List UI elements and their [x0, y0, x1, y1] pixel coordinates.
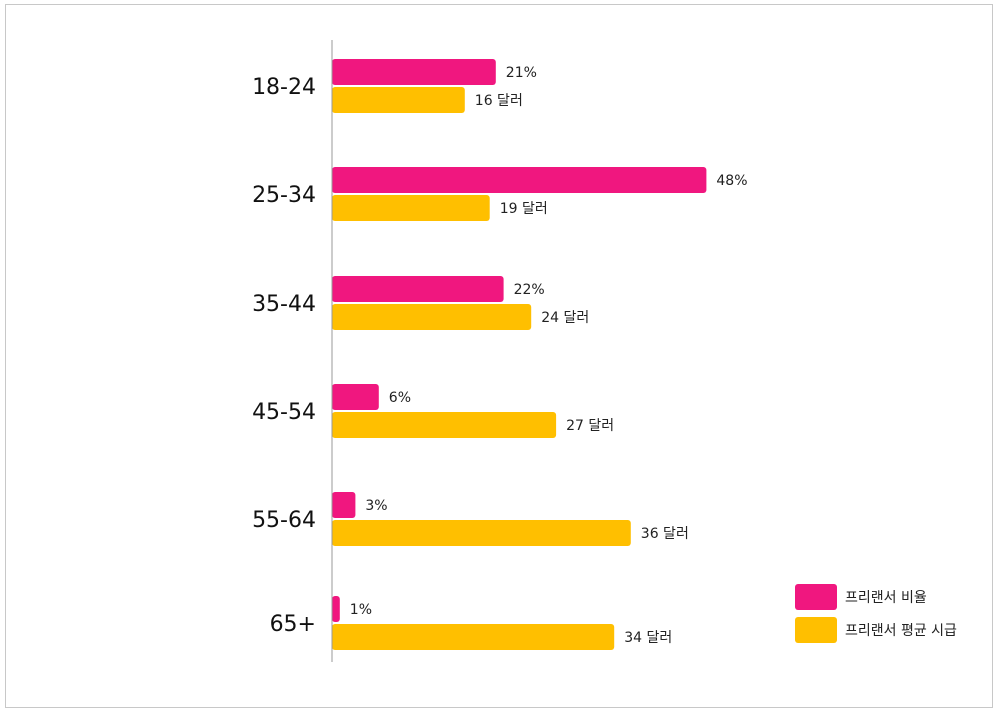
legend-swatch	[795, 617, 837, 643]
bar-ratio	[332, 59, 496, 85]
bar-ratio	[332, 276, 504, 302]
data-label: 19 달러	[500, 201, 548, 217]
data-label: 24 달러	[541, 310, 589, 326]
data-label: 27 달러	[566, 418, 614, 434]
category-label: 25-34	[252, 183, 316, 208]
category-label: 65+	[270, 612, 316, 637]
data-label: 34 달러	[624, 630, 672, 646]
data-label: 21%	[506, 65, 537, 81]
bar-ratio	[332, 167, 707, 193]
bar-hourly-wage	[332, 412, 557, 438]
data-label: 3%	[365, 498, 387, 514]
data-label: 48%	[716, 173, 747, 189]
legend-label: 프리랜서 비율	[845, 590, 927, 606]
data-label: 22%	[514, 282, 545, 298]
bar-hourly-wage	[332, 195, 490, 221]
bar-hourly-wage	[332, 624, 615, 650]
data-label: 1%	[350, 602, 372, 618]
bar-hourly-wage	[332, 520, 631, 546]
bar-ratio	[332, 492, 356, 518]
data-label: 36 달러	[641, 526, 689, 542]
bar-ratio	[332, 596, 340, 622]
legend-label: 프리랜서 평균 시급	[845, 623, 957, 639]
bar-hourly-wage	[332, 304, 532, 330]
bar-ratio	[332, 384, 379, 410]
category-label: 35-44	[252, 292, 316, 317]
legend-swatch	[795, 584, 837, 610]
bar-hourly-wage	[332, 87, 465, 113]
category-label: 55-64	[252, 508, 316, 533]
data-label: 16 달러	[475, 93, 523, 109]
category-label: 18-24	[252, 75, 316, 100]
category-label: 45-54	[252, 400, 316, 425]
data-label: 6%	[389, 390, 411, 406]
